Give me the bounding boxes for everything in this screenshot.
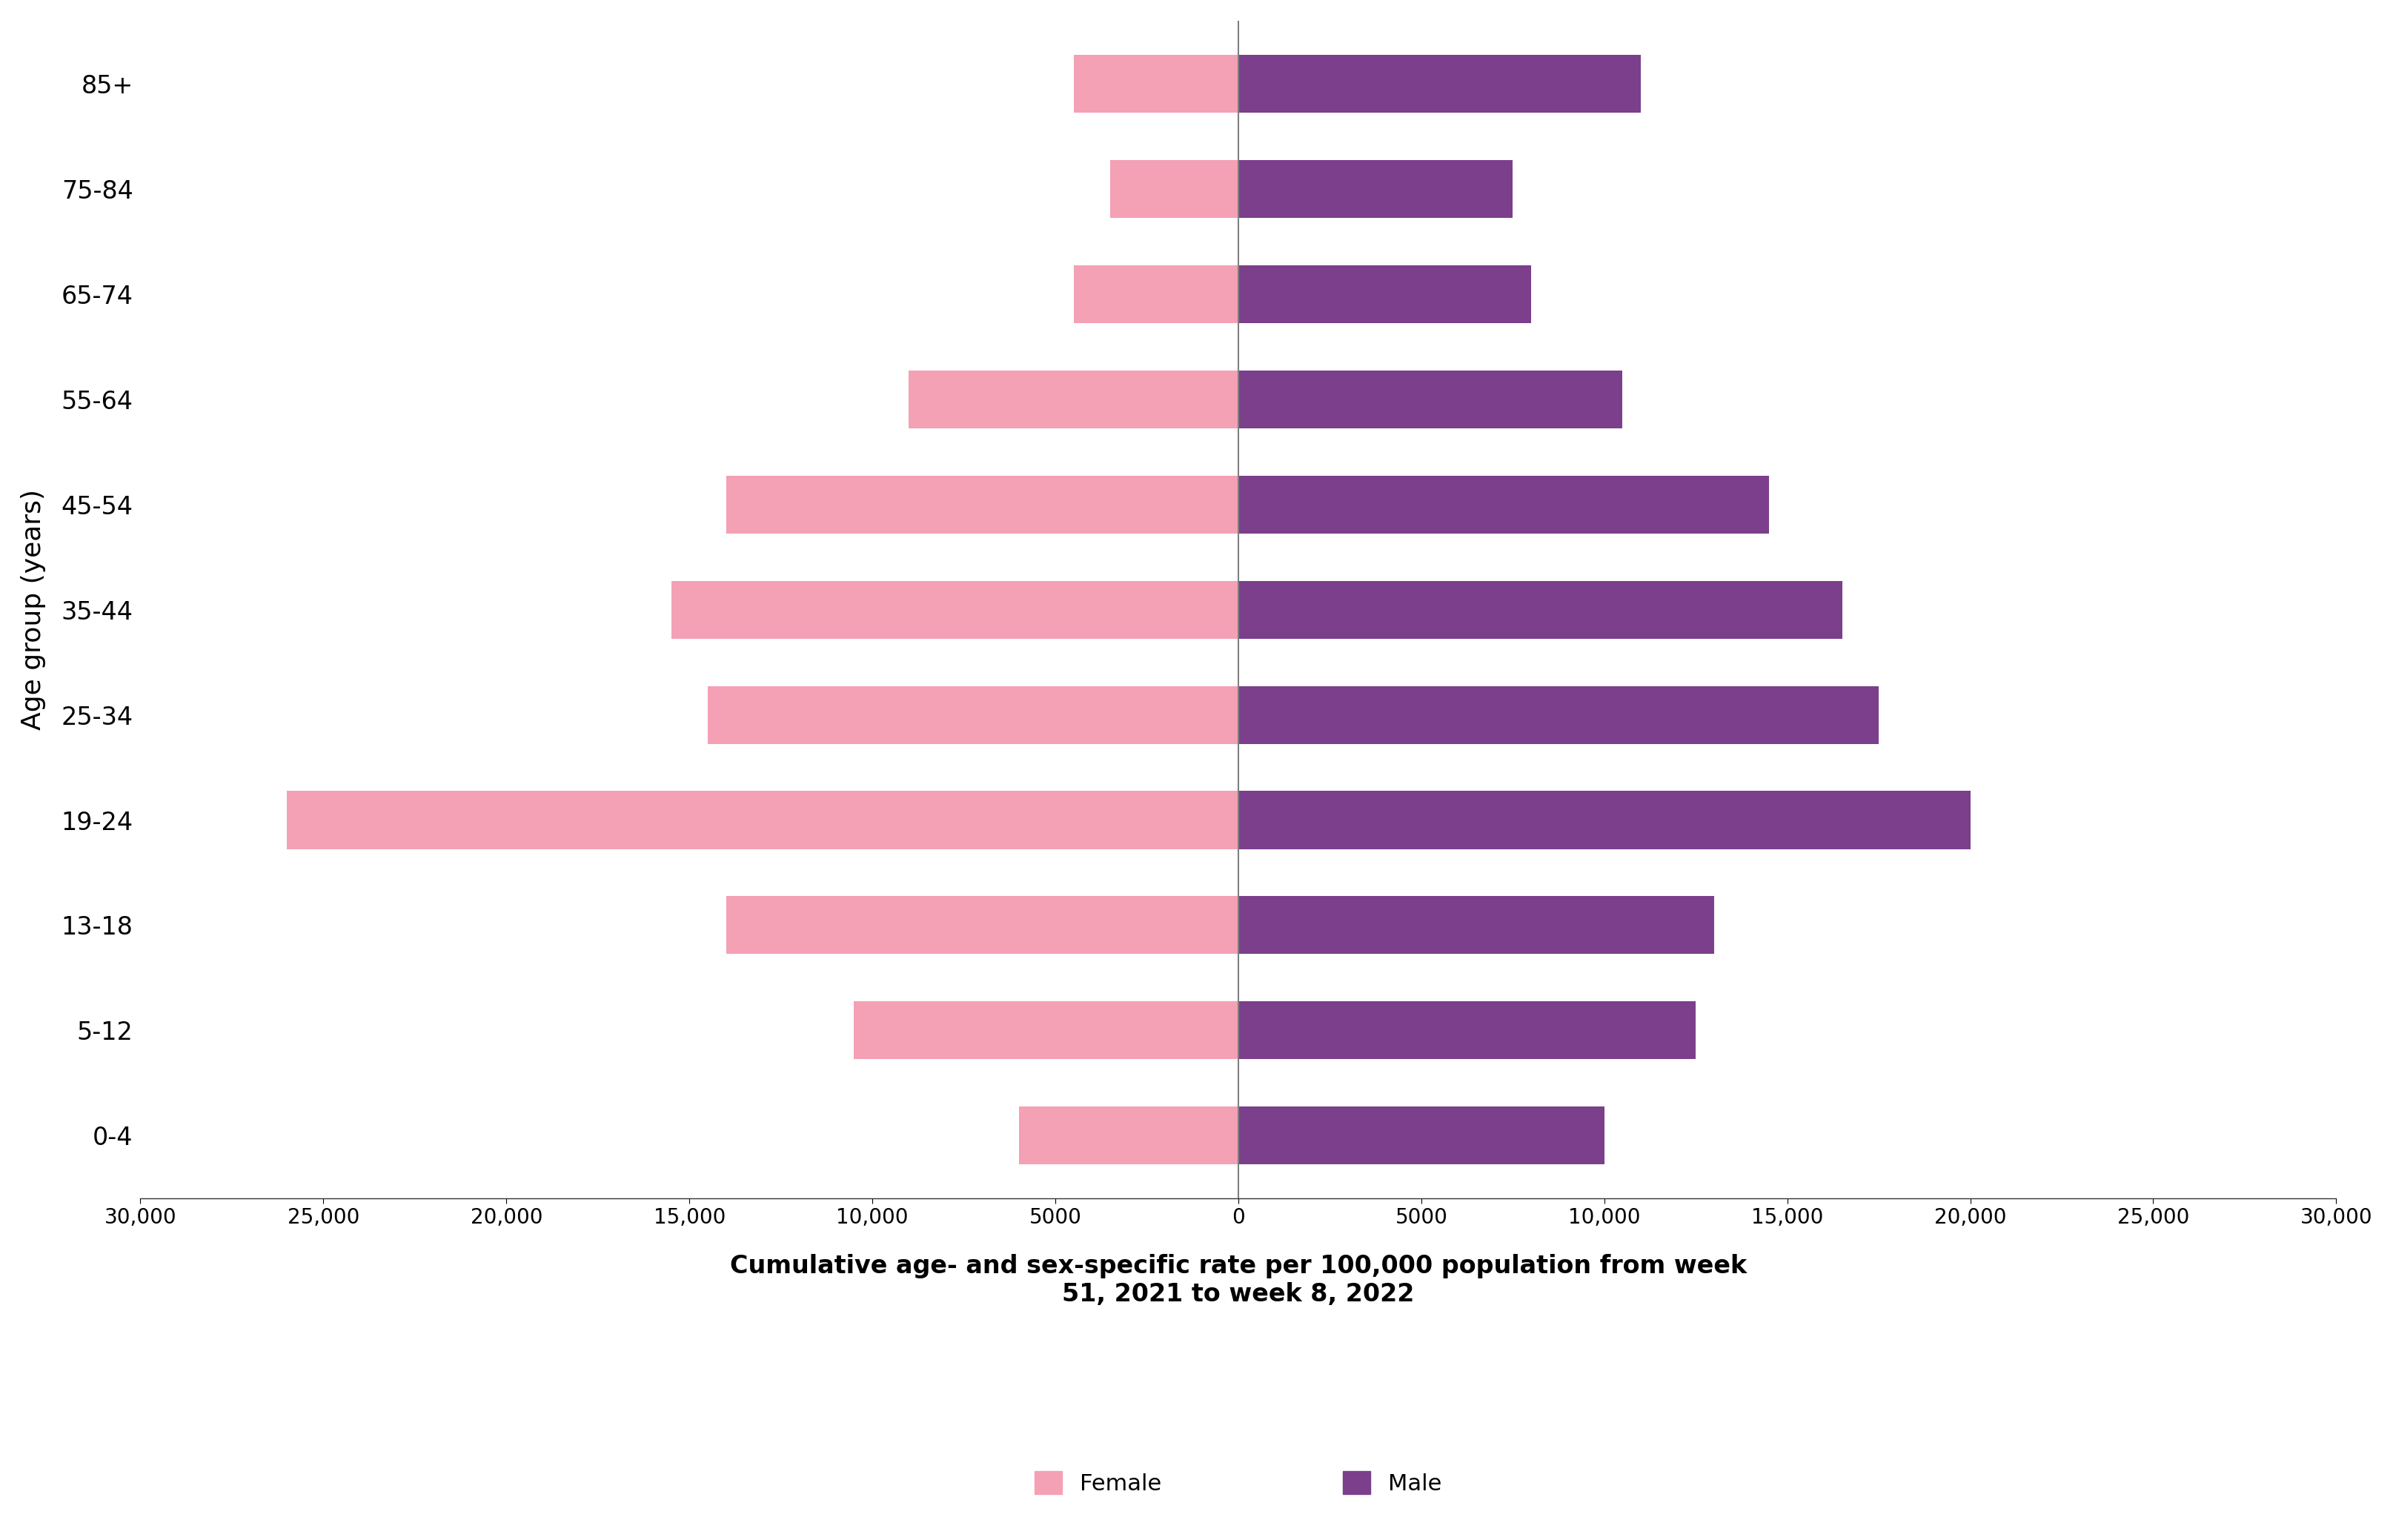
Bar	[1237, 55, 1642, 112]
Bar	[1237, 1001, 1697, 1060]
Bar	[1237, 581, 1843, 639]
Bar	[1074, 265, 1237, 323]
Y-axis label: Age group (years): Age group (years)	[22, 490, 45, 730]
Bar	[1237, 896, 1713, 955]
Bar	[670, 581, 1237, 639]
Bar	[909, 370, 1237, 428]
Bar	[1237, 685, 1879, 744]
Bar	[708, 685, 1237, 744]
Bar	[854, 1001, 1237, 1060]
Bar	[287, 792, 1237, 849]
Bar	[1237, 792, 1969, 849]
Bar	[1237, 265, 1532, 323]
Bar	[1019, 1107, 1237, 1164]
Bar	[1074, 55, 1237, 112]
Bar	[1237, 160, 1512, 217]
Bar	[1237, 476, 1768, 533]
Legend: Female, Male: Female, Male	[1012, 1448, 1465, 1517]
Bar	[725, 476, 1237, 533]
X-axis label: Cumulative age- and sex-specific rate per 100,000 population from week
51, 2021 : Cumulative age- and sex-specific rate pe…	[730, 1254, 1747, 1307]
Bar	[1237, 1107, 1603, 1164]
Bar	[1110, 160, 1237, 217]
Bar	[1237, 370, 1622, 428]
Bar	[725, 896, 1237, 955]
